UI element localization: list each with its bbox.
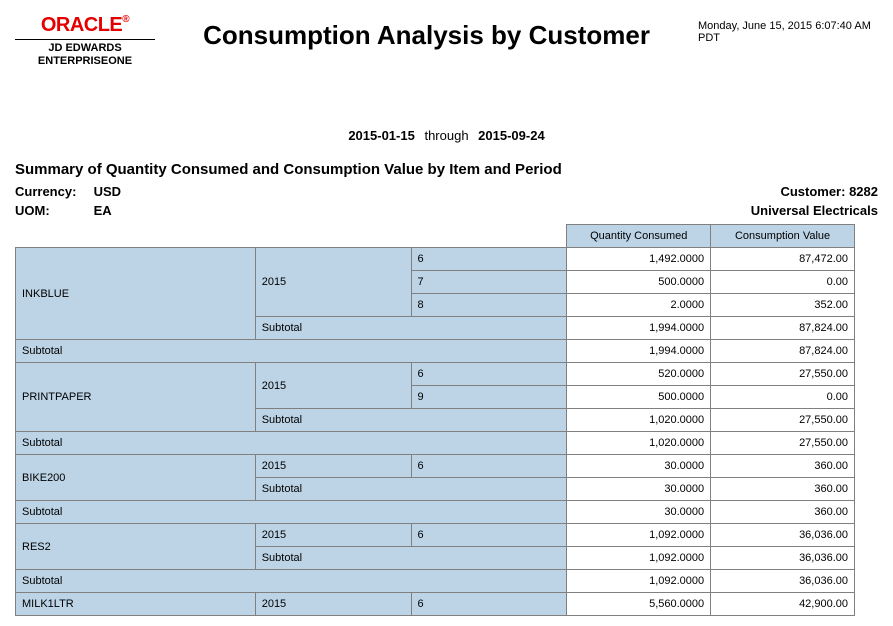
date-from: 2015-01-15 [348,128,415,143]
uom-value: EA [94,203,112,218]
year-subtotal-label: Subtotal [255,317,567,340]
period-cell: 6 [411,524,567,547]
date-range: 2015-01-15 through 2015-09-24 [15,128,878,143]
col-qty-consumed: Quantity Consumed [567,225,711,248]
period-cell: 8 [411,294,567,317]
date-to: 2015-09-24 [478,128,545,143]
item-subtotal-label: Subtotal [16,501,567,524]
table-row: PRINTPAPER20156520.000027,550.00 [16,363,855,386]
year-subtotal-label: Subtotal [255,409,567,432]
table-row: Subtotal1,020.000027,550.00 [16,432,855,455]
table-row: BIKE2002015630.0000360.00 [16,455,855,478]
oracle-logo: ORACLE® [15,14,155,37]
report-header: ORACLE® JD EDWARDS ENTERPRISEONE Consump… [15,10,878,68]
year-cell: 2015 [255,455,411,478]
table-row: Subtotal30.0000360.00 [16,501,855,524]
period-cell: 9 [411,386,567,409]
year-cell: 2015 [255,593,411,616]
item-cell: INKBLUE [16,248,256,340]
logo-block: ORACLE® JD EDWARDS ENTERPRISEONE [15,10,155,68]
year-cell: 2015 [255,363,411,409]
item-subtotal-label: Subtotal [16,432,567,455]
item-cell: BIKE200 [16,455,256,501]
meta-row-2: UOM: EA Universal Electricals [15,203,878,218]
customer-value: 8282 [849,184,878,199]
summary-title: Summary of Quantity Consumed and Consump… [15,161,878,178]
year-subtotal-label: Subtotal [255,547,567,570]
through-label: through [418,128,474,143]
period-cell: 7 [411,271,567,294]
report-title: Consumption Analysis by Customer [155,10,698,51]
year-cell: 2015 [255,524,411,547]
currency-value: USD [94,184,121,199]
item-cell: MILK1LTR [16,593,256,616]
report-timestamp: Monday, June 15, 2015 6:07:40 AM PDT [698,10,878,44]
table-row: INKBLUE201561,492.000087,472.00 [16,248,855,271]
table-header-row: Quantity ConsumedConsumption Value [16,225,855,248]
consumption-table: Quantity ConsumedConsumption ValueINKBLU… [15,224,855,616]
item-subtotal-label: Subtotal [16,340,567,363]
year-cell: 2015 [255,248,411,317]
period-cell: 6 [411,455,567,478]
year-subtotal-label: Subtotal [255,478,567,501]
meta-row-1: Currency: USD Customer: 8282 [15,184,878,199]
customer-label: Customer: [780,184,845,199]
table-row: Subtotal1,092.000036,036.00 [16,570,855,593]
item-cell: RES2 [16,524,256,570]
uom-label: UOM: [15,203,90,218]
customer-name: Universal Electricals [751,203,878,218]
table-row: MILK1LTR201565,560.000042,900.00 [16,593,855,616]
currency-label: Currency: [15,184,90,199]
oracle-sub-brand: JD EDWARDS ENTERPRISEONE [15,39,155,68]
item-subtotal-label: Subtotal [16,570,567,593]
table-row: Subtotal1,994.000087,824.00 [16,340,855,363]
col-consumption-value: Consumption Value [711,225,855,248]
period-cell: 6 [411,593,567,616]
period-cell: 6 [411,248,567,271]
period-cell: 6 [411,363,567,386]
item-cell: PRINTPAPER [16,363,256,432]
table-row: RES2201561,092.000036,036.00 [16,524,855,547]
